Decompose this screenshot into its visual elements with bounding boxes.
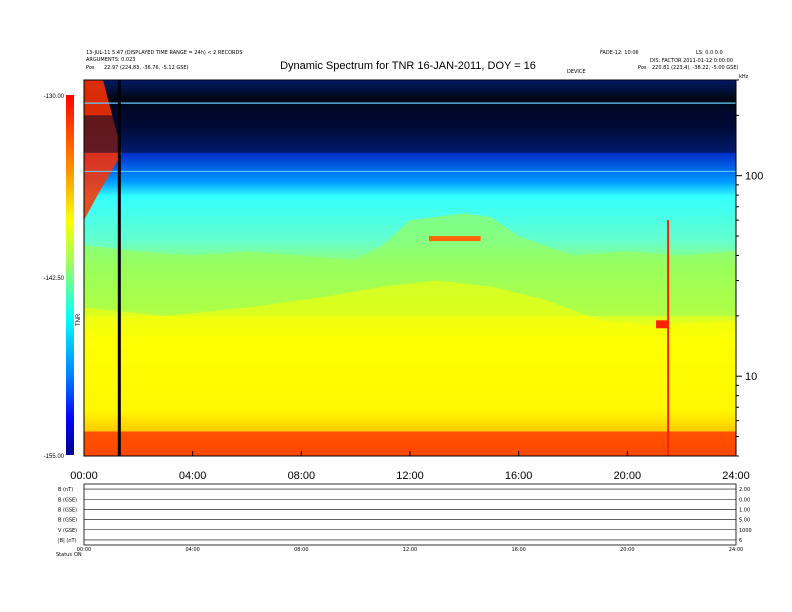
x-tick-label: 20:00 (614, 470, 642, 482)
spectrogram (84, 80, 736, 456)
bottom-row-label: B (nT) (58, 487, 73, 493)
bottom-x-tick-label: 00:00 (77, 547, 91, 553)
bottom-footer-value: ON (74, 552, 82, 558)
bottom-row-right-tick: 1.00 (739, 507, 750, 513)
bottom-row-right-tick: 0.00 (739, 497, 750, 503)
x-tick-label: 24:00 (722, 470, 750, 482)
colorbar (66, 95, 74, 455)
colorbar-tick-top: -130.00 (44, 94, 65, 100)
event-blob (656, 320, 669, 329)
chart-title: Dynamic Spectrum for TNR 16-JAN-2011, DO… (280, 60, 536, 72)
header-left-line1: 13-JUL-11 5:47 (DISPLAYED TIME RANGE = 2… (86, 50, 243, 56)
header-right-line2: DIS: FACTOR 2011-01-12 0:00:00 (650, 58, 733, 64)
x-tick-label: 08:00 (288, 470, 316, 482)
bottom-row-right-tick: 6 (739, 538, 742, 544)
bottom-x-tick-label: 04:00 (185, 547, 199, 553)
header-left-pos-label: Pos (86, 65, 95, 71)
y-tick-label: 10 (745, 371, 757, 383)
x-tick-label: 12:00 (396, 470, 424, 482)
bottom-x-tick-label: 08:00 (294, 547, 308, 553)
bottom-row-label: V (GSE) (58, 528, 77, 534)
y-axis-right: 10 100 (736, 79, 763, 457)
colorbar-tick-bottom: -155.00 (44, 454, 65, 460)
x-axis: 00:00 04:00 08:00 12:00 16:00 20:00 24:00 (70, 451, 750, 482)
header-right-line1: FADE-12: 10:06 (600, 50, 639, 56)
bottom-row-label: B (GSE) (58, 518, 77, 524)
spectral-band-green (84, 213, 736, 316)
x-tick-label: 04:00 (179, 470, 207, 482)
bottom-row-right-tick: 1000 (739, 528, 752, 534)
bottom-row-right-tick: 5.00 (739, 518, 750, 524)
x-tick-label: 00:00 (70, 470, 98, 482)
orange-feature (429, 236, 481, 242)
x-tick-label: 16:00 (505, 470, 533, 482)
bottom-x-tick-label: 16:00 (511, 547, 525, 553)
bottom-row-label: B (GSE) (58, 507, 77, 513)
bottom-x-tick-label: 20:00 (620, 547, 634, 553)
bottom-footer-left: Status (56, 552, 72, 558)
bottom-row-right-tick: 2.00 (739, 487, 750, 493)
spectral-band-yellow (84, 280, 736, 456)
bottom-x-tick-label: 24:00 (729, 547, 743, 553)
y-tick-label: 100 (745, 171, 763, 183)
header-top-right: LS: 0.0 0.0 (696, 50, 723, 56)
dark-band (84, 115, 736, 153)
colorbar-tick-mid: -142.50 (44, 276, 65, 282)
header-left-line2: ARGUMENTS: 0.023 (86, 57, 135, 63)
bottom-panel: B (nT) 2.00 B (GSE) 0.00 B (GSE) 1.00 B (GSE) 5… (56, 483, 752, 558)
header-right-pos-value: 220.81 (223.4), -38.22, -5.00 GSE) (652, 65, 739, 71)
bottom-panel-frame (83, 483, 737, 546)
y-axis-unit: kHz (739, 74, 749, 80)
header-center-small: DEVICE (567, 69, 586, 75)
bottom-row-label: |B| (nT) (58, 538, 77, 544)
bottom-row-label: B (GSE) (58, 497, 77, 503)
header-right-pos-label: Pos (638, 65, 647, 71)
colorbar-label: TNR (76, 313, 82, 326)
header-left-pos-value: 22.97 (224.83, -36.76, -5.12 GSE) (104, 65, 189, 71)
bottom-x-tick-label: 12:00 (403, 547, 417, 553)
